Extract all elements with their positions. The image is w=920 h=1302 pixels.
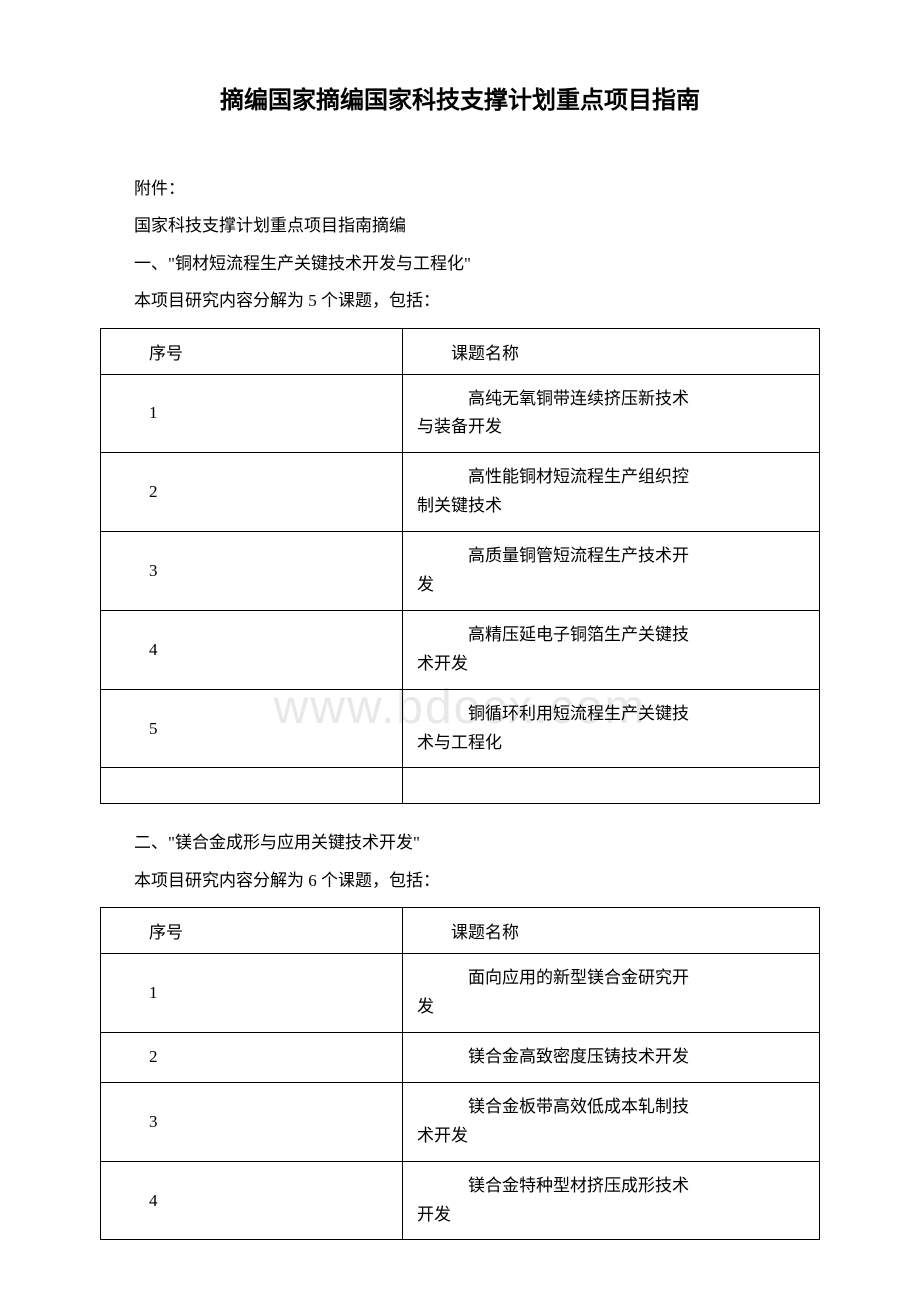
attachment-label: 附件： — [100, 170, 820, 207]
row-topic: 面向应用的新型镁合金研究开 发 — [402, 954, 819, 1033]
row-topic: 高性能铜材短流程生产组织控 制关键技术 — [402, 453, 819, 532]
topic-line1: 高精压延电子铜箔生产关键技 — [417, 621, 805, 650]
topic-line1: 高纯无氧铜带连续挤压新技术 — [417, 385, 805, 414]
row-num: 3 — [101, 1082, 403, 1161]
topic-line2: 发 — [417, 993, 805, 1022]
row-topic: 镁合金板带高效低成本轧制技 术开发 — [402, 1082, 819, 1161]
subtitle: 国家科技支撑计划重点项目指南摘编 — [100, 207, 820, 244]
row-topic: 高精压延电子铜箔生产关键技 术开发 — [402, 610, 819, 689]
col2-header: 课题名称 — [402, 908, 819, 954]
table-row: 4 高精压延电子铜箔生产关键技 术开发 — [101, 610, 820, 689]
topic-line1: 高性能铜材短流程生产组织控 — [417, 463, 805, 492]
row-topic: 高纯无氧铜带连续挤压新技术 与装备开发 — [402, 374, 819, 453]
table-row: 2 镁合金高致密度压铸技术开发 — [101, 1033, 820, 1083]
table-row: 3 镁合金板带高效低成本轧制技 术开发 — [101, 1082, 820, 1161]
table-section1: 序号 课题名称 1 高纯无氧铜带连续挤压新技术 与装备开发 2 高性能铜材短流程… — [100, 328, 820, 805]
topic-line2: 术与工程化 — [417, 729, 805, 758]
topic-line2: 术开发 — [417, 650, 805, 679]
topic-line1: 高质量铜管短流程生产技术开 — [417, 542, 805, 571]
topic-line1: 镁合金特种型材挤压成形技术 — [417, 1172, 805, 1201]
topic-line1: 镁合金板带高效低成本轧制技 — [417, 1093, 805, 1122]
topic-line2: 开发 — [417, 1201, 805, 1230]
table-section2: 序号 课题名称 1 面向应用的新型镁合金研究开 发 2 镁合金高致密度压铸技术开… — [100, 907, 820, 1240]
topic-line2: 术开发 — [417, 1122, 805, 1151]
table-row: 1 面向应用的新型镁合金研究开 发 — [101, 954, 820, 1033]
topic-line1: 镁合金高致密度压铸技术开发 — [417, 1043, 805, 1072]
topic-line1: 铜循环利用短流程生产关键技 — [417, 700, 805, 729]
empty-cell — [101, 768, 403, 804]
table-header-row: 序号 课题名称 — [101, 328, 820, 374]
section1-intro: 本项目研究内容分解为 5 个课题，包括： — [100, 282, 820, 319]
topic-line2: 与装备开发 — [417, 413, 805, 442]
table-empty-row — [101, 768, 820, 804]
row-num: 1 — [101, 954, 403, 1033]
row-topic: 镁合金高致密度压铸技术开发 — [402, 1033, 819, 1083]
topic-line1: 面向应用的新型镁合金研究开 — [417, 964, 805, 993]
row-topic: 镁合金特种型材挤压成形技术 开发 — [402, 1161, 819, 1240]
table-header-row: 序号 课题名称 — [101, 908, 820, 954]
empty-cell — [402, 768, 819, 804]
row-num: 3 — [101, 532, 403, 611]
page-title: 摘编国家摘编国家科技支撑计划重点项目指南 — [100, 80, 820, 115]
table-row: 2 高性能铜材短流程生产组织控 制关键技术 — [101, 453, 820, 532]
row-num: 4 — [101, 610, 403, 689]
table-row: 5 铜循环利用短流程生产关键技 术与工程化 — [101, 689, 820, 768]
row-num: 5 — [101, 689, 403, 768]
section2-heading: 二、"镁合金成形与应用关键技术开发" — [100, 824, 820, 861]
table-row: 4 镁合金特种型材挤压成形技术 开发 — [101, 1161, 820, 1240]
table-row: 1 高纯无氧铜带连续挤压新技术 与装备开发 — [101, 374, 820, 453]
col1-header: 序号 — [101, 908, 403, 954]
section2-intro: 本项目研究内容分解为 6 个课题，包括： — [100, 862, 820, 899]
row-topic: 铜循环利用短流程生产关键技 术与工程化 — [402, 689, 819, 768]
topic-line2: 制关键技术 — [417, 492, 805, 521]
row-num: 4 — [101, 1161, 403, 1240]
col1-header: 序号 — [101, 328, 403, 374]
row-num: 2 — [101, 1033, 403, 1083]
row-num: 1 — [101, 374, 403, 453]
topic-line2: 发 — [417, 571, 805, 600]
document-content: 摘编国家摘编国家科技支撑计划重点项目指南 附件： 国家科技支撑计划重点项目指南摘… — [100, 80, 820, 1240]
section1-heading: 一、"铜材短流程生产关键技术开发与工程化" — [100, 245, 820, 282]
col2-header: 课题名称 — [402, 328, 819, 374]
row-num: 2 — [101, 453, 403, 532]
table-row: 3 高质量铜管短流程生产技术开 发 — [101, 532, 820, 611]
row-topic: 高质量铜管短流程生产技术开 发 — [402, 532, 819, 611]
